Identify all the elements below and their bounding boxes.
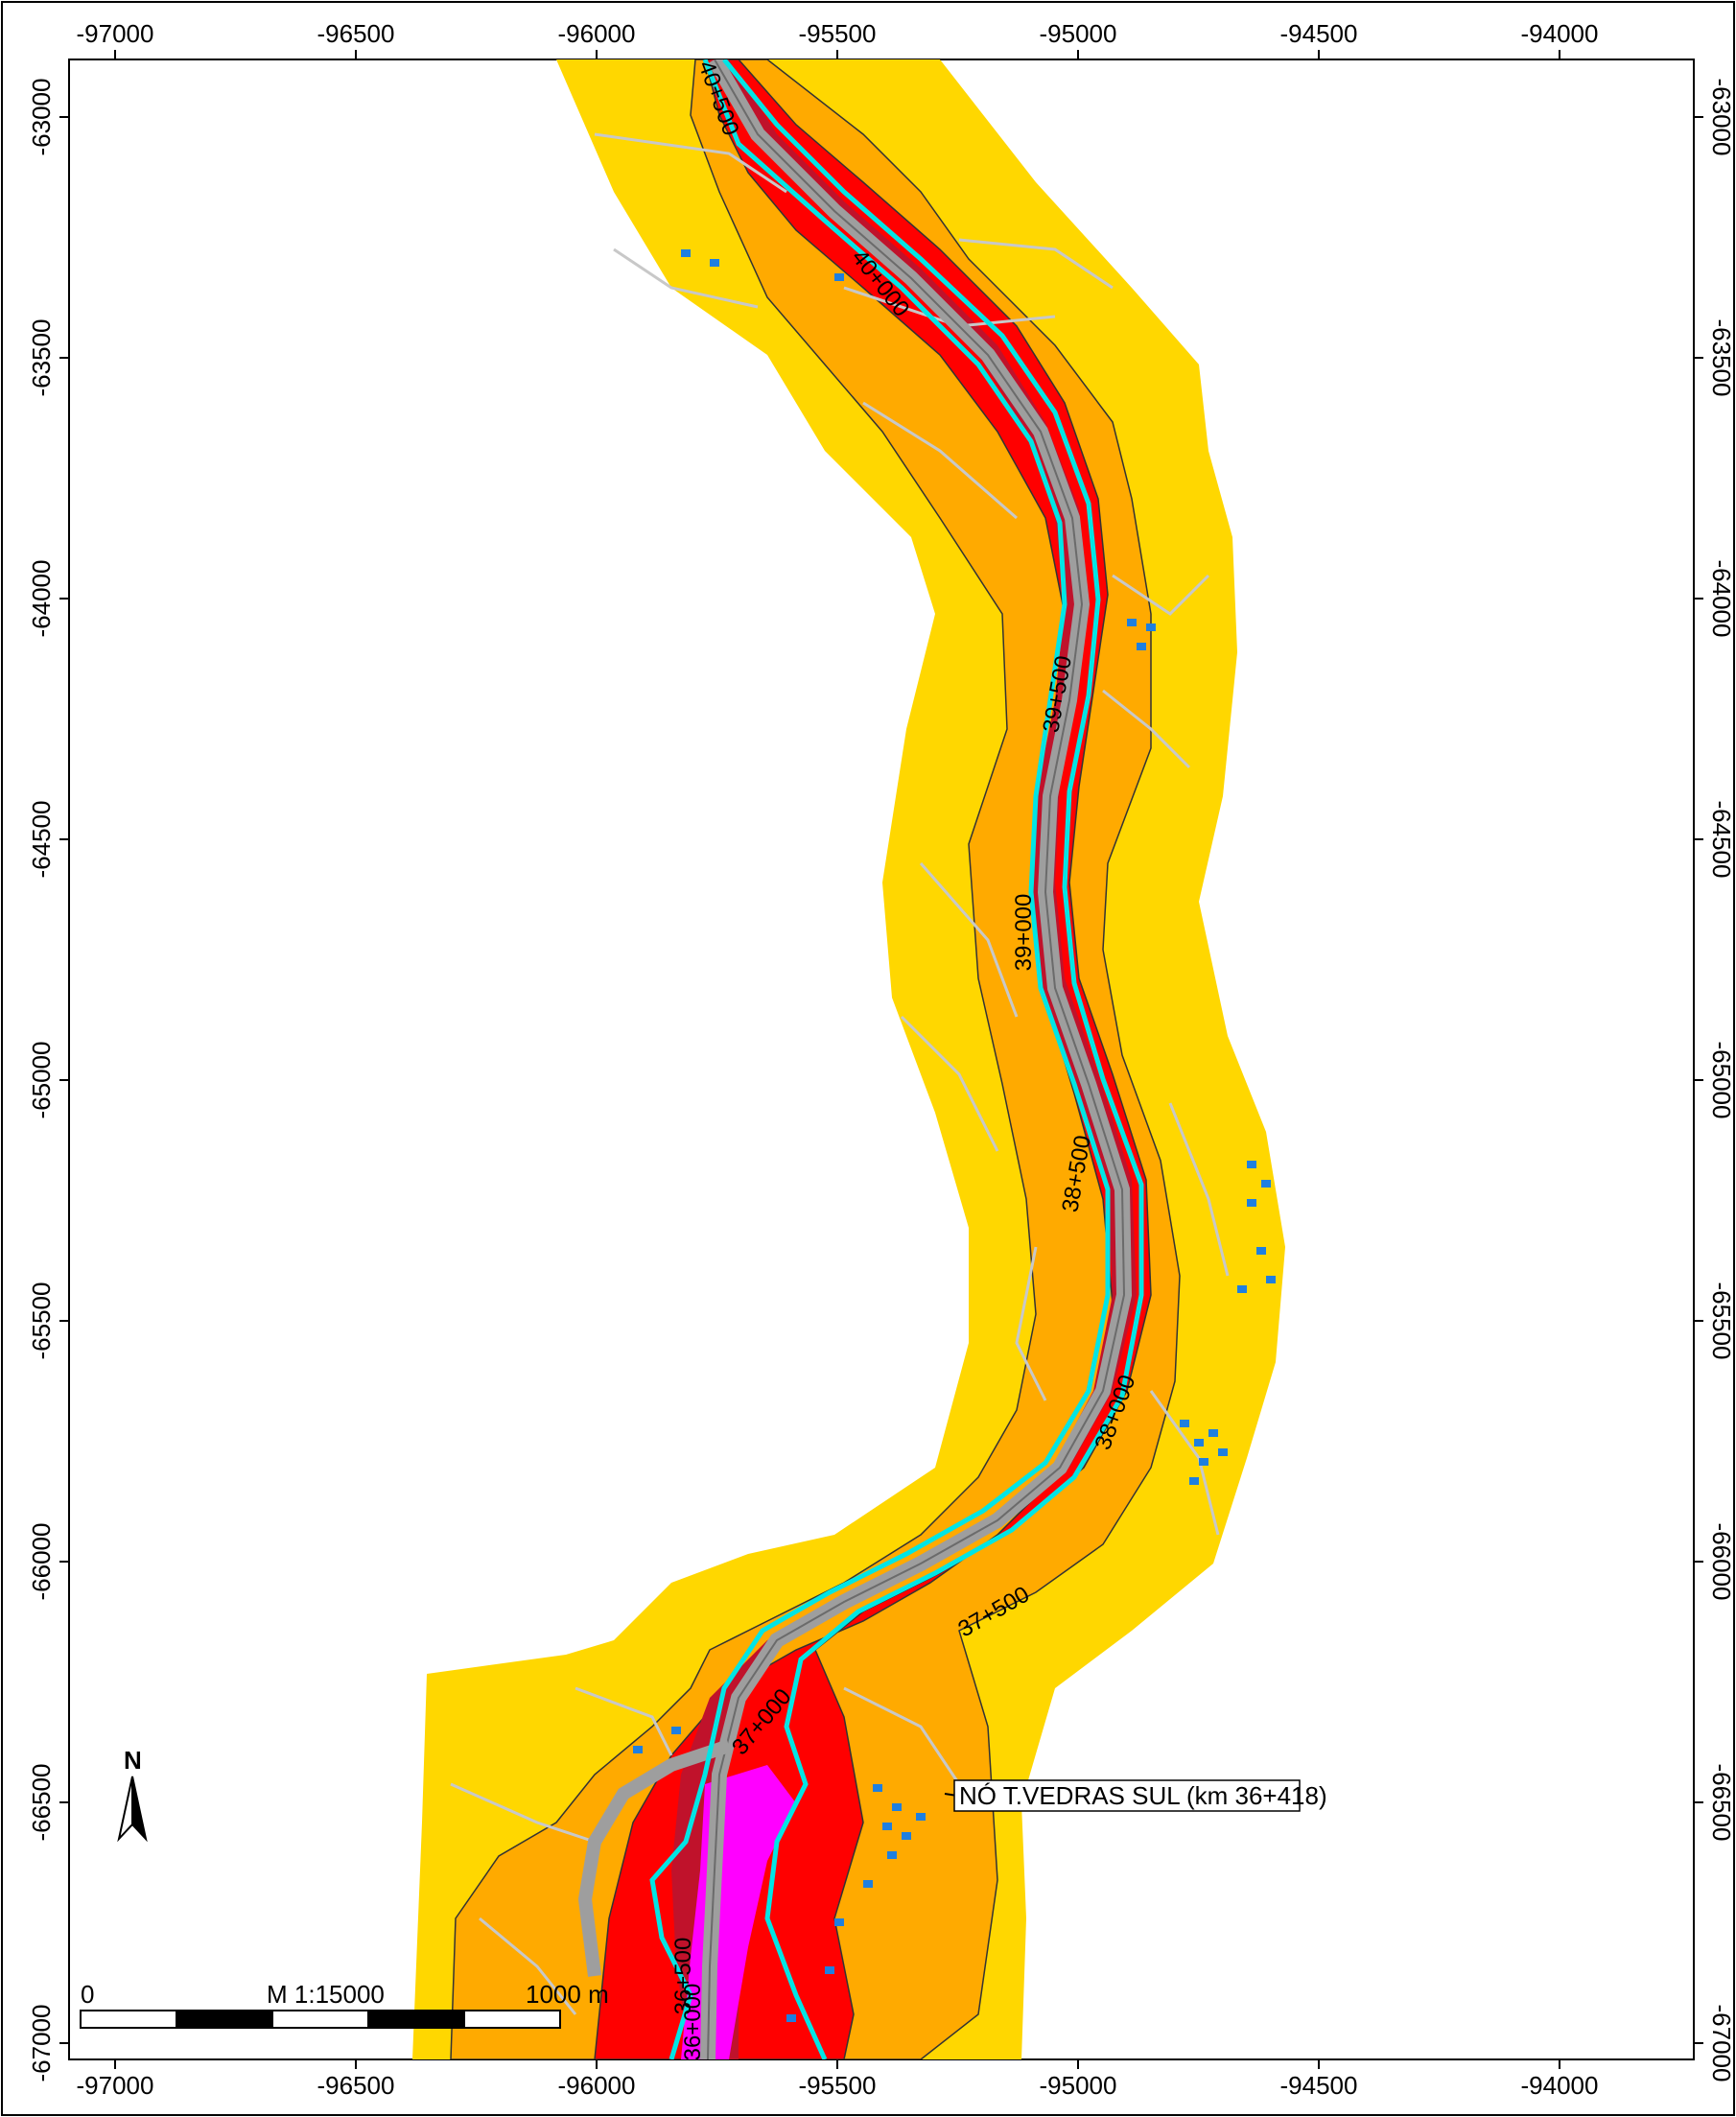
y-tick-right-label: -65000 (1707, 1042, 1736, 1119)
y-tick-right-label: -66000 (1707, 1523, 1736, 1601)
km-marker-label: 36+000 (680, 1984, 706, 2061)
x-axis-bottom: -97000 -96500 -96000 -95500 -95000 -94500 -940… (77, 2059, 1599, 2100)
x-tick-bottom-label: -94500 (1280, 2071, 1358, 2100)
y-tick-right-label: -63500 (1707, 319, 1736, 397)
y-tick-left-label: -63000 (27, 79, 56, 156)
y-tick-right-label: -64500 (1707, 801, 1736, 879)
y-tick-left-label: -65000 (27, 1042, 56, 1119)
y-axis-right: -63000 -63500 -64000 -64500 -65000 -65500 -660… (1694, 79, 1736, 2082)
y-tick-right-label: -64000 (1707, 560, 1736, 638)
scale-segment-4 (367, 2010, 465, 2029)
scale-bar: 0 M 1:15000 1000 m (80, 1980, 609, 2029)
y-tick-right-label: -65500 (1707, 1282, 1736, 1360)
x-tick-bottom-label: -94000 (1521, 2071, 1599, 2100)
interchange-callout: NÓ T.VEDRAS SUL (km 36+418) (944, 1779, 1327, 1812)
map-content (412, 59, 1285, 2059)
building-clusters (633, 249, 1276, 2022)
y-tick-left-label: -67000 (27, 2005, 56, 2082)
x-tick-top-label: -95000 (1040, 19, 1117, 48)
contour-line-west (649, 59, 1111, 2059)
y-tick-right-label: -63000 (1707, 79, 1736, 156)
scale-segment-3 (271, 2010, 369, 2029)
minor-roads (450, 132, 1230, 2015)
scale-ratio-label: M 1:15000 (267, 1980, 385, 2009)
x-tick-top-label: -96000 (558, 19, 636, 48)
y-tick-left-label: -64000 (27, 560, 56, 638)
y-tick-left-label: -63500 (27, 319, 56, 397)
zone-middle (450, 59, 1181, 2059)
x-tick-top-label: -95500 (799, 19, 877, 48)
contour-line-east (722, 59, 1144, 2059)
x-axis-top: -97000 -96500 -96000 -95500 -95000 -94500 -940… (77, 19, 1599, 59)
x-tick-top-label: -96500 (317, 19, 395, 48)
x-tick-bottom-label: -95000 (1040, 2071, 1117, 2100)
scale-end-label: 1000 m (526, 1980, 609, 2009)
x-tick-bottom-label: -96000 (558, 2071, 636, 2100)
x-tick-top-label: -97000 (77, 19, 154, 48)
y-tick-right-label: -66500 (1707, 1764, 1736, 1842)
scale-segment-2 (176, 2010, 273, 2029)
north-label: N (124, 1746, 142, 1775)
y-axis-left: -63000 -63500 -64000 -64500 -65000 -65500 -660… (27, 79, 69, 2082)
scale-start-label: 0 (81, 1980, 94, 2009)
x-tick-bottom-label: -96500 (317, 2071, 395, 2100)
y-tick-right-label: -67000 (1707, 2005, 1736, 2082)
main-road-centerline (707, 59, 1126, 2059)
y-tick-left-label: -66000 (27, 1523, 56, 1601)
x-tick-top-label: -94500 (1280, 19, 1358, 48)
x-tick-top-label: -94000 (1521, 19, 1599, 48)
north-arrow-icon: N (117, 1746, 148, 1843)
scale-segment-1 (80, 2010, 177, 2029)
north-arrow-right-half (131, 1776, 148, 1843)
y-tick-left-label: -64500 (27, 801, 56, 879)
callout-label: NÓ T.VEDRAS SUL (km 36+418) (959, 1781, 1327, 1810)
y-tick-left-label: -65500 (27, 1282, 56, 1360)
km-marker-label: 39+000 (1011, 894, 1037, 972)
y-tick-left-label: -66500 (27, 1764, 56, 1842)
callout-box (953, 1779, 1301, 1812)
x-tick-bottom-label: -97000 (77, 2071, 154, 2100)
scale-segment-5 (463, 2010, 561, 2029)
x-tick-bottom-label: -95500 (799, 2071, 877, 2100)
interchange-ramp (577, 1739, 732, 1977)
km-marker-label: 36+500 (670, 1938, 696, 2015)
